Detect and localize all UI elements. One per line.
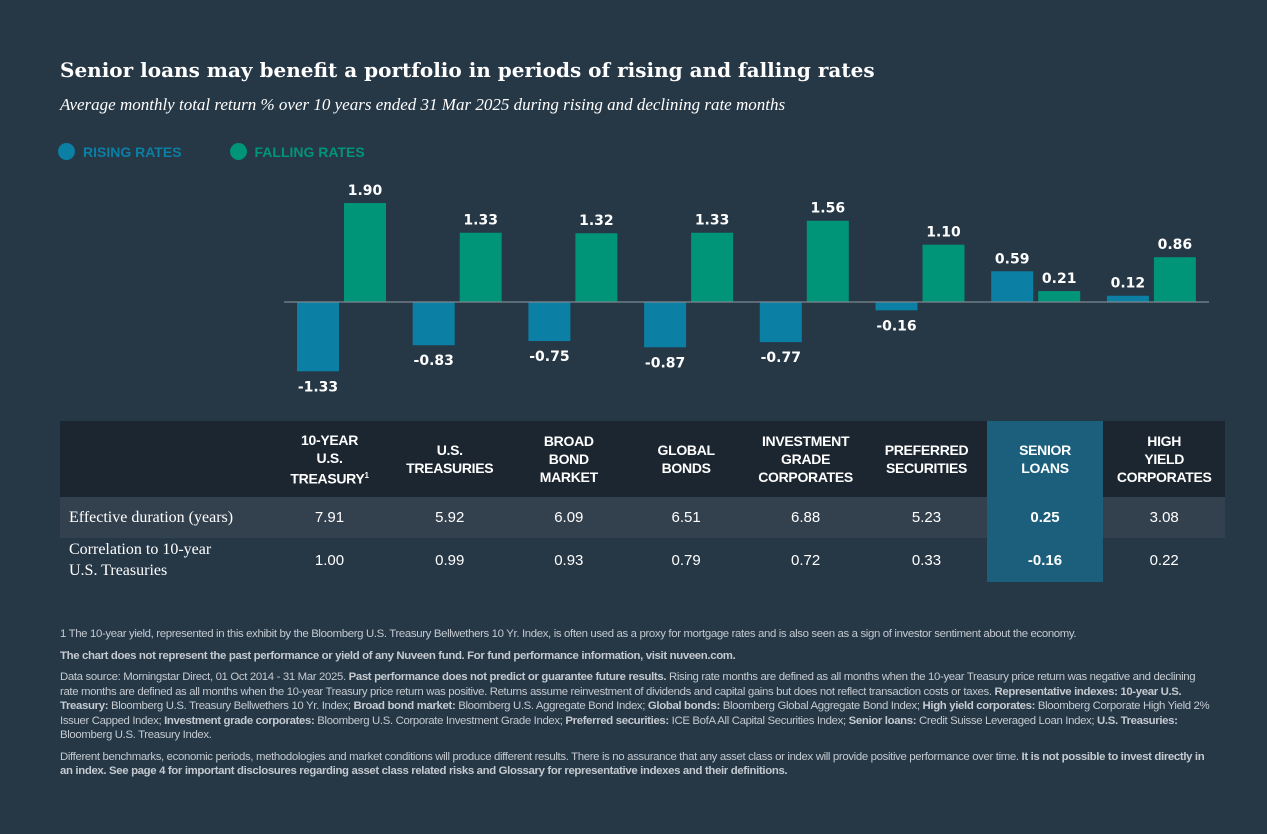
data-label-falling-5: 1.10 [926,225,961,241]
footnotes: 1 The 10-year yield, represented in this… [60,627,1210,786]
bar-rising-6 [991,271,1034,302]
data-label-falling-2: 1.32 [579,213,614,229]
table-cell: 0.79 [671,551,701,569]
table-cell: 3.08 [1103,497,1225,538]
table-cell: 0.22 [1149,551,1179,569]
bar-falling-2 [575,233,618,302]
data-label-falling-7: 0.86 [1158,237,1193,253]
legend-swatch-rising [58,143,75,160]
table-cell: 0.72 [790,551,821,569]
data-label-rising-5: -0.16 [876,318,916,334]
table-cell: 7.91 [269,497,390,538]
header-empty [60,421,270,497]
row-label: Correlation to 10-year U.S. Treasuries [69,541,212,579]
column-header: SENIOR LOANS [986,421,1104,497]
column-header: 10-YEAR U.S. TREASURY1 [269,421,390,497]
data-label-falling-4: 1.56 [811,201,846,217]
table-cell: 6.88 [744,497,867,538]
data-label-rising-4: -0.77 [761,350,801,366]
data-label-falling-0: 1.90 [348,183,383,199]
bar-falling-7 [1153,257,1196,302]
bar-rising-4 [759,302,802,343]
table-row: Effective duration (years) 7.91 5.92 6.09 6.… [60,497,1225,538]
data-label-rising-0: -1.33 [298,379,338,395]
data-label-rising-3: -0.87 [645,355,685,371]
data-label-falling-1: 1.33 [463,213,498,229]
table-cell: 0.93 [554,551,584,569]
comparison-table: 10-YEAR U.S. TREASURY1 U.S. TREASURIES BROAD B… [60,421,1225,582]
legend-falling: FALLING RATES [229,143,365,160]
column-header: BROAD BOND MARKET [510,421,628,497]
bar-falling-3 [691,232,734,302]
footnote-data-source: Data source: Morningstar Direct, 01 Oct … [60,671,1210,741]
legend-swatch-falling [229,143,247,160]
bar-falling-1 [459,232,502,302]
table-cell: 0.99 [435,551,465,569]
column-header: U.S. TREASURIES [389,421,511,497]
data-label-rising-7: 0.12 [1111,276,1146,292]
bar-rising-1 [412,302,455,346]
row-label: Effective duration (years) [60,497,270,538]
data-label-rising-6: 0.59 [995,251,1030,267]
column-header: GLOBAL BONDS [627,421,745,497]
data-label-rising-1: -0.83 [414,353,454,369]
data-label-falling-6: 0.21 [1042,271,1077,287]
table-cell: 1.00 [314,551,345,569]
data-label-rising-2: -0.75 [529,349,569,365]
bar-rising-5 [875,302,918,311]
table-row: Correlation to 10-year U.S. Treasuries 1.0… [60,538,1225,582]
table-cell: 0.25 [986,497,1104,538]
bar-rising-0 [297,302,339,372]
legend-label-rising: RISING RATES [83,143,182,160]
bar-rising-3 [644,302,687,348]
table-cell: 0.33 [911,551,942,569]
column-header: PREFERRED SECURITIES [866,421,987,497]
footnote-1: 1 The 10-year yield, represented in this… [60,628,1077,640]
bar-rising-2 [528,302,571,342]
footnote-disclaimer: The chart does not represent the past pe… [60,649,736,662]
bar-falling-0 [344,203,386,302]
bar-falling-6 [1038,291,1081,302]
legend-label-falling: FALLING RATES [254,143,365,160]
table-cell: 5.23 [866,497,987,538]
data-label-falling-3: 1.33 [695,213,730,229]
legend-rising: RISING RATES [58,143,182,160]
table-cell: 6.51 [627,497,745,538]
bar-falling-4 [806,220,849,302]
bar-chart: -1.33 1.90 -0.83 1.33 -0.75 1.32 -0.87 1.33 -0.7… [284,183,1209,395]
chart-subtitle: Average monthly total return % over 10 y… [60,95,786,114]
chart-title: Senior loans may benefit a portfolio in … [60,58,875,82]
column-header: HIGH YIELD CORPORATES [1103,421,1225,497]
table-cell: 6.09 [510,497,628,538]
legend: RISING RATES FALLING RATES [58,143,365,160]
table-cell: -0.16 [986,538,1104,582]
table-header-row: 10-YEAR U.S. TREASURY1 U.S. TREASURIES BROAD B… [60,421,1225,497]
bar-falling-5 [922,244,965,302]
footnote-benchmarks: Different benchmarks, economic periods, … [60,750,1205,778]
table-cell: 5.92 [389,497,511,538]
column-header: INVESTMENT GRADE CORPORATES [744,421,867,497]
bar-rising-7 [1106,295,1149,302]
